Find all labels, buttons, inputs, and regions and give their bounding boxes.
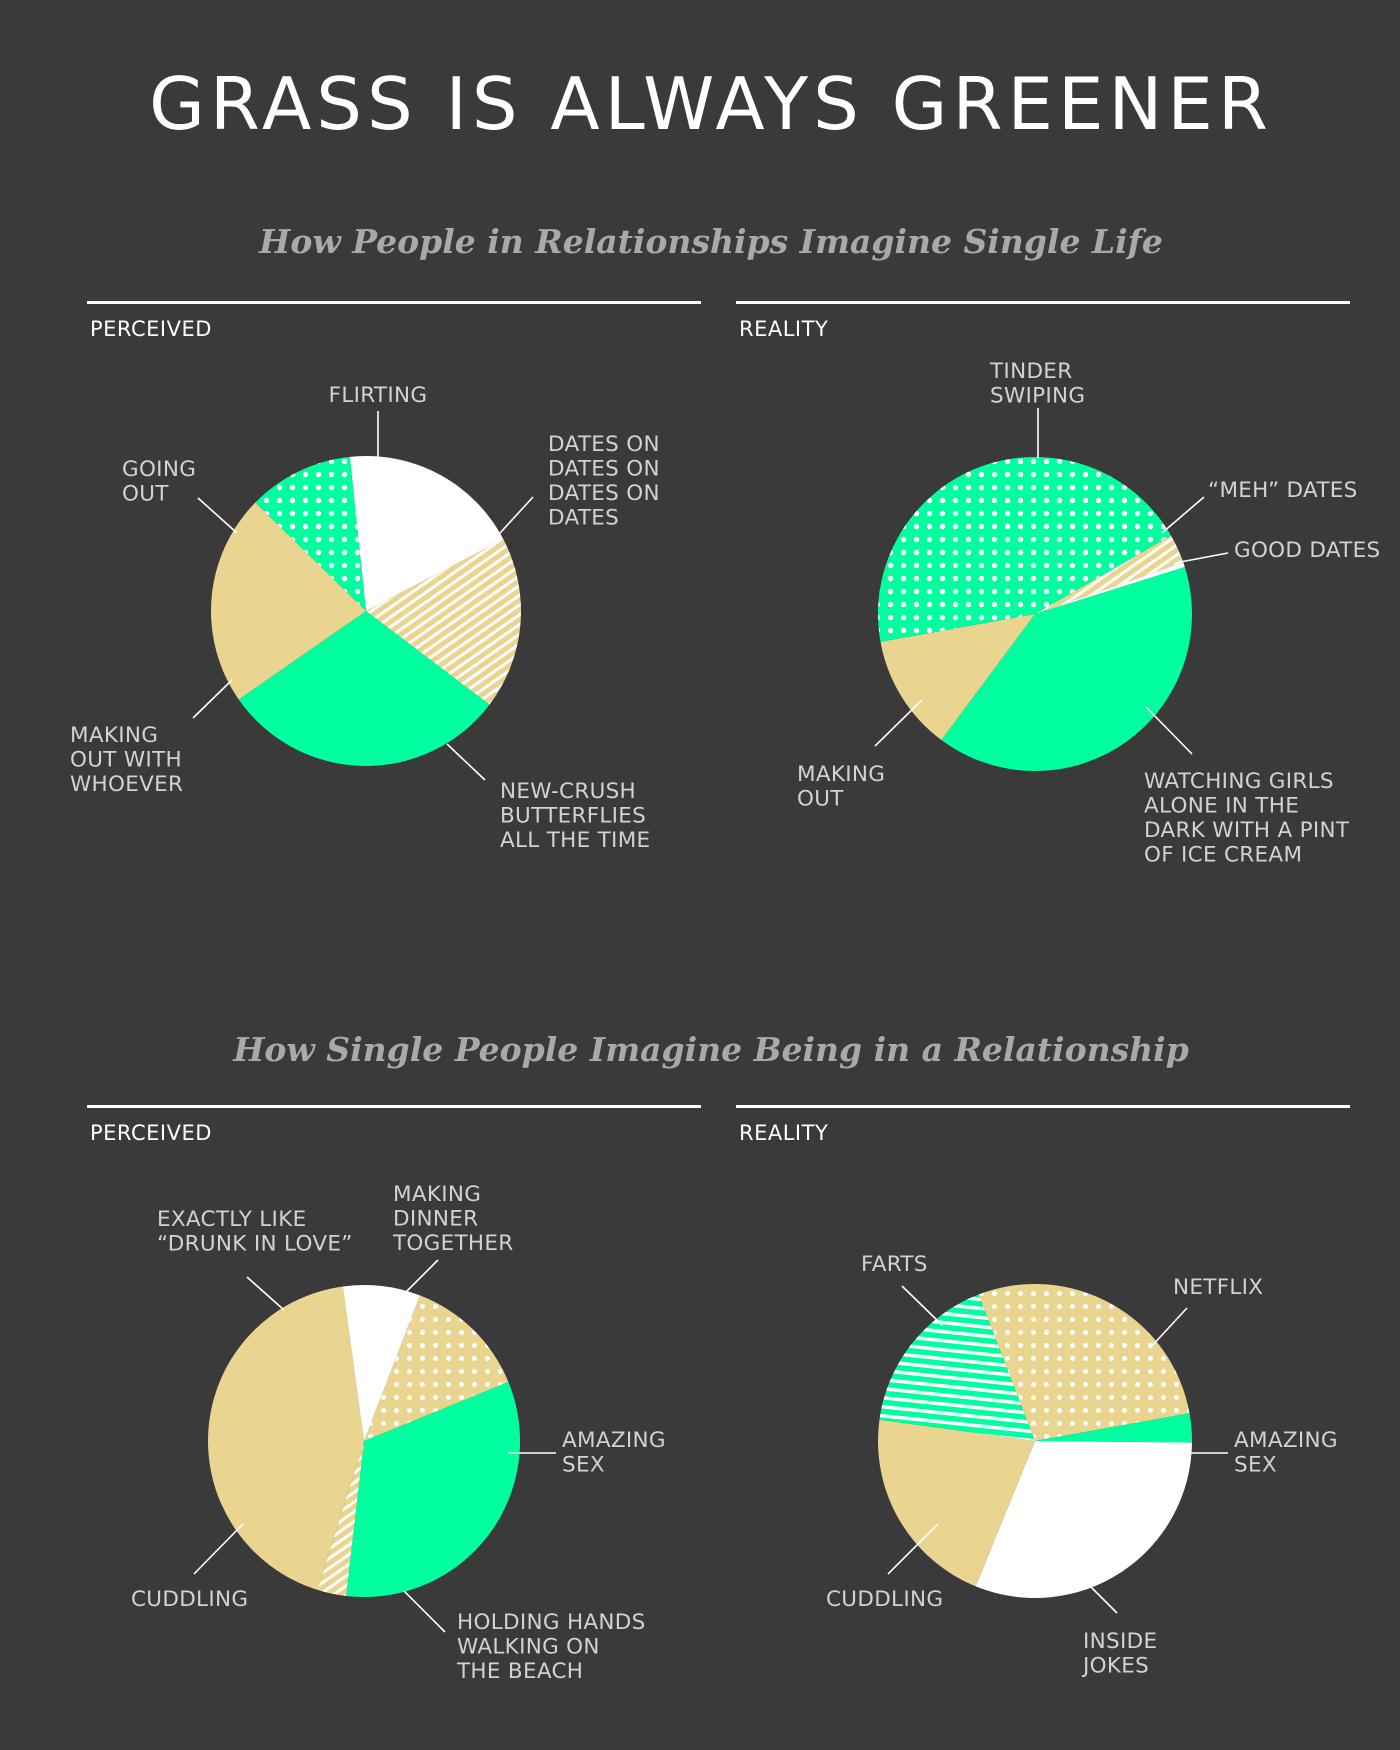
leader-line — [874, 699, 923, 747]
slice-label-making-out: MAKING OUT — [797, 762, 885, 812]
slice-label-cuddling: CUDDLING — [826, 1587, 943, 1612]
slice-label-good-dates: GOOD DATES — [1234, 538, 1380, 563]
panel-rule — [736, 301, 1350, 304]
leader-line — [446, 743, 486, 781]
leader-line — [887, 1523, 939, 1575]
slice-label-making-dinner-together: MAKING DINNER TOGETHER — [392, 1182, 514, 1256]
leader-line — [1174, 552, 1229, 564]
page-title: GRASS IS ALWAYS GREENER — [149, 62, 1273, 146]
leader-line — [1161, 496, 1205, 534]
slice-label-farts: FARTS — [861, 1252, 928, 1277]
leader-line — [1081, 1577, 1118, 1614]
panel-label-perceived: PERCEIVED — [90, 1121, 212, 1145]
pie-slice-making-out — [880, 614, 1035, 741]
slice-label-inside-jokes: INSIDE JOKES — [1081, 1629, 1157, 1679]
leader-line — [403, 1590, 446, 1633]
slice-label-tinder-swiping: TINDER SWIPING — [989, 359, 1085, 409]
pie-slice-holding-hands-walking-on-the-beach — [317, 1441, 364, 1596]
section-heading-relationship-view: How People in Relationships Imagine Sing… — [259, 222, 1163, 261]
pie-slice-good-dates — [1035, 562, 1185, 614]
section-heading-single-view: How Single People Imagine Being in a Rel… — [233, 1030, 1189, 1069]
pie-slice-dates-on-dates-on-dates-on-dates — [366, 539, 521, 705]
panel-label-reality: REALITY — [739, 1121, 829, 1145]
leader-line — [192, 679, 233, 719]
leader-line — [197, 497, 238, 534]
pie-chart-1: FLIRTING DATES ON DATES ON DATES ON DATES NEW… — [70, 383, 660, 853]
pie-slice-netflix — [978, 1284, 1190, 1441]
leader-line — [489, 496, 534, 545]
pie-slice-making-dinner-together — [364, 1295, 509, 1441]
pie-slice-going-out — [255, 456, 366, 611]
pie-slice-inside-jokes — [975, 1441, 1192, 1598]
pie-slice-new-crush-butterflies-all-the-time — [238, 611, 490, 766]
panel-label-reality: REALITY — [739, 317, 829, 341]
panel-rule — [87, 301, 701, 304]
pie-slice-making-out-with-whoever — [210, 502, 366, 700]
leader-line — [901, 1285, 943, 1326]
slice-label-amazing-sex: AMAZING SEX — [562, 1428, 666, 1478]
pie-slice-watching-girls-alone-in-the-dark-with-a-pint-of-ice-cream — [941, 567, 1193, 772]
slice-label-going-out: GOING OUT — [122, 457, 196, 507]
pie-slice-amazing-sex — [1035, 1413, 1192, 1443]
slice-label-dates-on-dates-on-dates-on-dates: DATES ON DATES ON DATES ON DATES — [548, 432, 660, 531]
slice-label-meh-dates: “MEH” DATES — [1208, 478, 1358, 503]
slice-label-making-out-with-whoever: MAKING OUT WITH WHOEVER — [70, 723, 183, 797]
leader-line — [1149, 1307, 1188, 1349]
slice-label-watching-girls-alone-in-the-dark-with-a-pint-of-ice-cream: WATCHING GIRLS ALONE IN THE DARK WITH A PI… — [1144, 769, 1350, 868]
pie-slice-exactly-like-drunk-in-love — [342, 1284, 420, 1441]
slice-label-cuddling: CUDDLING — [131, 1587, 248, 1612]
leader-line — [1145, 706, 1193, 755]
pie-chart-2: “MEH” DATES GOOD DATES WATCHING GIRLS ALONE… — [797, 359, 1380, 868]
slice-label-new-crush-butterflies-all-the-time: NEW-CRUSH BUTTERFLIES ALL THE TIME — [500, 779, 650, 853]
leader-line — [246, 1276, 285, 1311]
leader-line — [193, 1523, 244, 1575]
pie-chart-4: NETFLIX AMAZING SEX INSIDE JOKES CUDDLING FART… — [826, 1252, 1338, 1679]
panel-label-perceived: PERCEIVED — [90, 317, 212, 341]
slice-label-holding-hands-walking-on-the-beach: HOLDING HANDS WALKING ON THE BEACH — [456, 1610, 646, 1684]
slice-label-flirting: FLIRTING — [329, 383, 428, 408]
pie-slice-farts — [879, 1294, 1035, 1441]
pie-slice-cuddling — [207, 1286, 364, 1590]
slice-label-netflix: NETFLIX — [1173, 1275, 1263, 1300]
slice-label-exactly-like-drunk-in-love: EXACTLY LIKE “DRUNK IN LOVE” — [157, 1207, 353, 1257]
panel-rule — [87, 1105, 701, 1108]
pie-chart-3: MAKING DINNER TOGETHER AMAZING SEX HOLDING HA… — [131, 1182, 666, 1684]
pie-slice-flirting — [349, 456, 504, 611]
pie-slice-tinder-swiping — [877, 456, 1171, 642]
panel-rule — [736, 1105, 1350, 1108]
pie-slice-amazing-sex — [346, 1382, 521, 1598]
pie-slice-meh-dates — [1035, 535, 1184, 614]
leader-line — [395, 1259, 439, 1303]
slice-label-amazing-sex: AMAZING SEX — [1234, 1428, 1338, 1478]
